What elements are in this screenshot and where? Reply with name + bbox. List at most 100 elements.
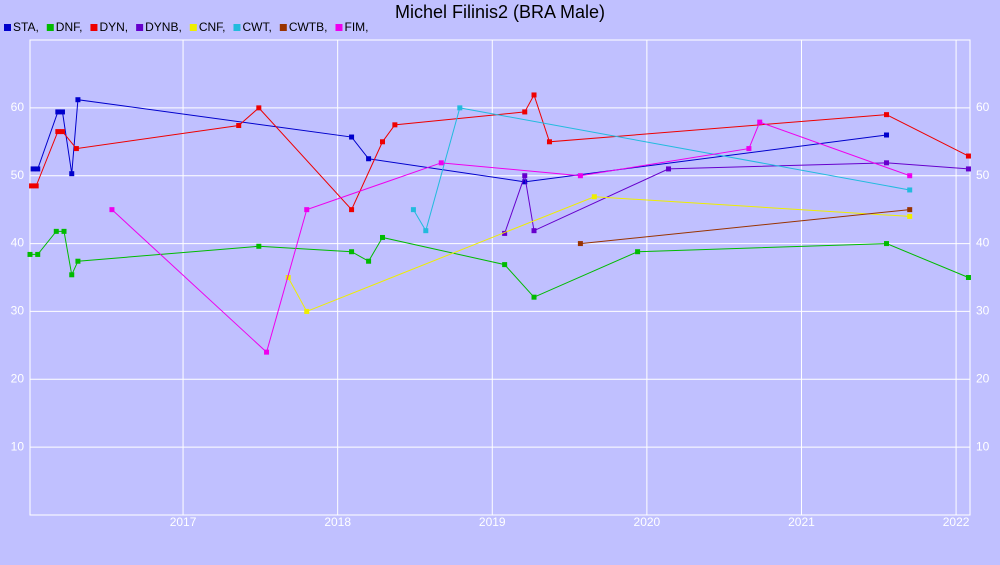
data-point [965, 153, 971, 159]
data-point [109, 207, 115, 213]
data-point [349, 134, 355, 140]
data-point [884, 160, 890, 166]
data-point [236, 123, 242, 128]
data-point [757, 119, 763, 125]
legend-label: DYNB, [145, 20, 182, 34]
x-tick-label: 2019 [479, 515, 506, 529]
data-point [69, 272, 75, 278]
series-line [287, 196, 910, 313]
legend-label: STA, [13, 20, 39, 34]
legend-label: FIM, [344, 20, 368, 34]
legend-swatch [233, 24, 241, 31]
data-point [438, 160, 444, 166]
legend-swatch [279, 24, 287, 31]
data-point [61, 228, 67, 234]
data-point [410, 207, 416, 213]
data-point [907, 207, 913, 213]
data-point [907, 213, 913, 219]
legend-label: CNF, [199, 20, 226, 34]
data-point [33, 183, 39, 189]
data-point [965, 166, 971, 172]
data-point [59, 129, 65, 135]
data-point [591, 194, 597, 200]
data-point [635, 249, 641, 255]
y-tick-label: 50 [11, 168, 25, 182]
series-line [111, 121, 910, 354]
legend-label: CWT, [242, 20, 271, 34]
data-point [29, 183, 35, 189]
data-point [531, 92, 537, 98]
series-line [412, 107, 910, 232]
data-point [522, 179, 528, 185]
data-point [264, 349, 270, 355]
data-point [531, 294, 537, 300]
x-tick-label: 2017 [170, 515, 197, 529]
data-point [457, 105, 463, 111]
data-point [380, 234, 385, 240]
y2-tick-label: 30 [976, 304, 990, 318]
data-point [55, 109, 61, 115]
series-line [33, 99, 887, 183]
data-point [366, 156, 372, 162]
chart-title: Michel Filinis2 (BRA Male) [395, 2, 605, 22]
data-point [349, 207, 355, 213]
legend-label: DNF, [56, 20, 83, 34]
data-point [907, 187, 913, 193]
data-point [522, 173, 528, 179]
data-point [53, 228, 59, 234]
data-point [256, 105, 262, 111]
data-point [304, 207, 310, 213]
data-point [907, 173, 913, 179]
data-point [285, 275, 291, 280]
y2-tick-label: 10 [976, 439, 990, 453]
legend-label: CWTB, [289, 20, 328, 34]
data-point [522, 109, 528, 115]
x-tick-label: 2022 [943, 515, 970, 529]
y2-tick-label: 60 [976, 100, 990, 114]
data-point [577, 241, 583, 247]
y-tick-label: 20 [11, 371, 25, 385]
data-point [423, 228, 429, 234]
y-tick-label: 40 [11, 236, 25, 250]
data-point [746, 146, 752, 152]
legend-swatch [335, 24, 343, 31]
legend-swatch [46, 24, 54, 31]
x-tick-label: 2020 [634, 515, 661, 529]
data-point [884, 241, 890, 247]
data-point [666, 166, 672, 172]
data-point [546, 139, 552, 145]
data-point [55, 129, 61, 135]
legend-label: DYN, [99, 20, 128, 34]
y-tick-label: 10 [11, 439, 25, 453]
data-point [366, 258, 372, 264]
data-point [965, 275, 971, 280]
data-point [75, 258, 81, 264]
data-point [30, 166, 36, 172]
data-point [27, 251, 33, 257]
data-point [502, 230, 508, 236]
legend-swatch [189, 24, 197, 31]
data-point [75, 97, 81, 103]
legend-swatch [136, 24, 144, 31]
data-point [884, 112, 890, 118]
data-point [256, 243, 262, 249]
series-line [580, 209, 910, 245]
x-tick-label: 2018 [324, 515, 351, 529]
data-point [577, 173, 583, 179]
data-point [349, 249, 355, 255]
data-point [304, 308, 310, 314]
legend-swatch [90, 24, 98, 31]
data-point [392, 122, 398, 128]
data-point [73, 146, 79, 152]
data-point [69, 171, 75, 177]
series-line [504, 162, 969, 234]
y2-tick-label: 20 [976, 371, 990, 385]
y-tick-label: 30 [11, 304, 25, 318]
data-point [35, 251, 41, 257]
x-tick-label: 2021 [788, 515, 815, 529]
plot-area [29, 39, 971, 516]
data-point [380, 139, 385, 145]
data-point [502, 262, 508, 268]
